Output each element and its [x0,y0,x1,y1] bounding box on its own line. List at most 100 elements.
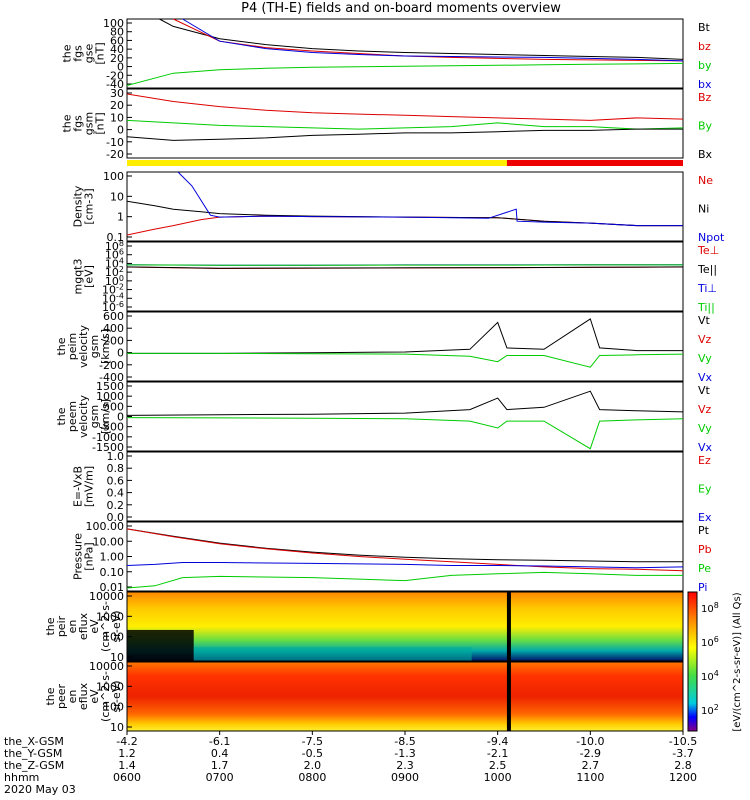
legend-entry: Bz [698,91,712,104]
x-row-label: the_Z-GSM [4,759,64,772]
x-tick-value: 1.4 [118,759,136,772]
series-line-Pi [126,562,684,569]
panel-frame [126,311,684,382]
y-tick-label: 102 [105,265,124,279]
x-tick-value: 2.8 [674,759,692,772]
heatmap-low-band [193,647,472,661]
x-tick-value: -3.7 [672,747,693,760]
legend-entry: Pb [698,543,712,556]
y-axis-label: E=-VxB[mV/m] [72,466,96,507]
legend-entry: Ex [698,511,712,524]
x-tick-value: 1.7 [211,759,229,772]
x-tick-value: -4.2 [116,735,137,748]
panel-3: 100 10 1 0.1 Density[cm-3] Ne Ni Npot [72,170,725,244]
y-axis-label: Pressure[nPa] [72,533,96,580]
y-axis-label: thepeerenefluxeV(cm^2-s-sr-eV) [44,671,123,722]
legend-entry: Vx [698,371,713,384]
series-line-Bz [126,93,684,121]
y-tick-label: -200 [99,359,124,372]
legend-entry: Vy [698,352,712,365]
heatmap-fill-gap [127,629,194,661]
x-tick-value: 0600 [113,771,141,784]
y-tick-label: 0.4 [107,487,125,500]
y-tick-label: 1000 [96,610,124,623]
legend-entry: Bt [698,21,711,34]
y-tick-label: 100 [105,274,124,288]
x-tick-value: 2.3 [396,759,414,772]
series-line-bz [173,18,684,62]
series-line-bx [182,18,684,62]
x-tick-value: -10.0 [576,735,604,748]
y-tick-label: 60 [110,34,124,47]
y-axis-label: thepeimvelocitygsm[km/s] [55,325,112,368]
y-axis-label: thefgsgse[nT] [61,42,107,64]
x-tick-value: 1200 [669,771,697,784]
legend-entry: Vt [698,314,711,327]
x-tick-value: -1.3 [394,747,415,760]
y-tick-label: 20 [110,52,124,65]
series-line-Vy [126,417,684,450]
y-tick-label: 0.0 [107,511,125,524]
y-axis-label: thefgsgsm[nT] [61,112,107,135]
legend-entry: Vt [698,384,711,397]
status-bar-red [506,160,683,166]
y-tick-label: 10-6 [102,300,124,314]
y-tick-label: 400 [103,322,124,335]
y-tick-label: 100 [103,701,124,714]
y-tick-label: 10000 [89,660,124,673]
chart-title: P4 (TH-E) fields and on-board moments ov… [241,1,561,16]
y-tick-label: 20 [110,99,124,112]
mode-status-bar [127,160,683,166]
x-tick-value: -2.1 [487,747,508,760]
y-tick-label: 10 [110,721,124,734]
colorbar-strip [687,591,698,732]
y-tick-label: 104 [105,256,124,270]
y-tick-label: 0.01 [100,581,125,594]
y-tick-label: 100.00 [86,520,125,533]
x-tick-value: 1000 [484,771,512,784]
x-tick-value: 0800 [298,771,326,784]
panel-8: 100.00 10.00 1.00 0.10 0.01 Pressure[nPa] Pt Pb… [72,520,712,594]
panel-frame [126,451,684,522]
y-tick-label: 0.8 [107,462,125,475]
y-tick-label: 10.00 [93,535,125,548]
y-tick-label: 80 [110,26,124,39]
y-tick-label: 0 [117,411,124,424]
y-tick-label: 100 [103,170,124,183]
y-axis-label: Density[cm-3] [72,185,96,227]
y-tick-label: 10 [110,111,124,124]
spectrogram-colorbar: 108 106 104 102 [eV/(cm^2-s-sr-eV)] (All Qs) [687,591,743,732]
legend-entry: Ti|| [697,301,715,314]
y-tick-label: 1.0 [107,450,125,463]
panel-frame [126,241,684,312]
legend-entry: Te⊥ [697,244,719,257]
series-line-by [126,62,684,86]
y-axis-label: mgqt3[eV] [72,259,96,295]
x-tick-value: 1100 [576,771,604,784]
y-tick-label: 10000 [89,590,124,603]
legend-entry: Ne [698,174,713,187]
series-line-Te|| [126,266,684,269]
y-tick-label: 1 [117,211,124,224]
x-tick-value: -10.5 [669,735,697,748]
y-tick-label: -1000 [92,431,124,444]
y-tick-label: 10-2 [102,283,124,297]
colorbar-tick-label: 104 [701,669,719,683]
y-tick-label: 1500 [96,380,124,393]
y-tick-label: -10 [106,136,124,149]
y-tick-label: -20 [106,69,124,82]
legend-entry: Ey [698,483,712,496]
colorbar-tick-label: 106 [701,635,719,649]
y-tick-label: 200 [103,334,124,347]
panel-9: 10000 1000 100 10thepeirenefluxeV(cm^2-s-sr… [44,590,684,664]
x-row-label: the_X-GSM [4,735,64,748]
panel-frame [126,171,684,242]
legend-entry: Pt [698,524,710,537]
series-line-Pb [126,528,684,572]
status-bar-yellow [127,160,507,166]
